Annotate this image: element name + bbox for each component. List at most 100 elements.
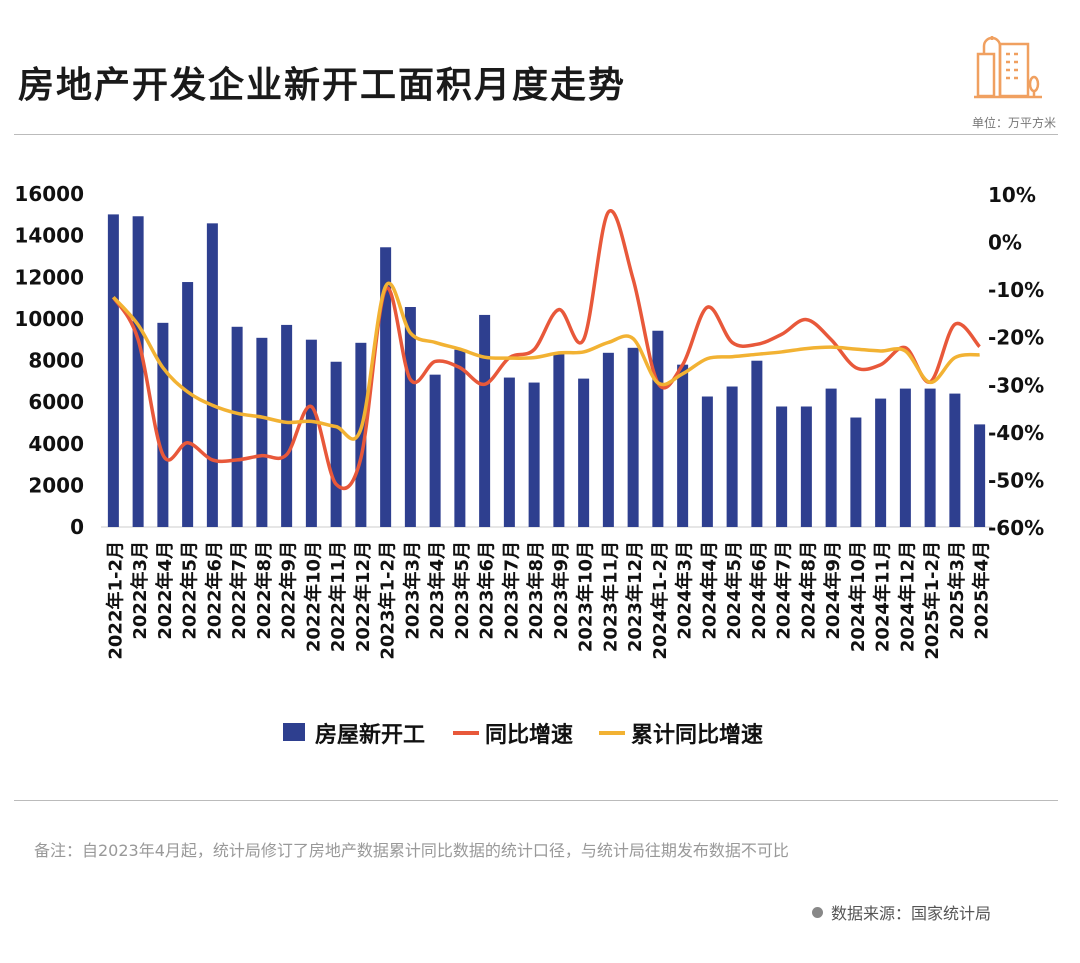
- x-axis-tick: 2022年5月: [179, 541, 201, 640]
- bullet-icon: [812, 907, 823, 918]
- x-axis-tick: 2025年3月: [946, 541, 968, 640]
- bar: [380, 247, 392, 527]
- bar: [132, 216, 144, 527]
- legend-label: 累计同比增速: [631, 722, 763, 748]
- bar: [726, 386, 738, 527]
- x-axis-tick: 2024年6月: [748, 541, 770, 640]
- left-axis-tick: 8000: [28, 349, 84, 373]
- x-axis-tick: 2022年11月: [327, 541, 349, 652]
- bar: [281, 324, 293, 527]
- x-axis-tick: 2022年9月: [278, 541, 300, 640]
- bar: [751, 360, 763, 527]
- x-axis-tick: 2024年8月: [797, 541, 819, 640]
- right-axis-tick: -10%: [988, 278, 1044, 302]
- right-axis-tick: -20%: [988, 326, 1044, 350]
- x-axis-tick: 2023年5月: [451, 541, 473, 640]
- bar: [503, 377, 515, 527]
- bar: [875, 398, 887, 527]
- x-axis-tick: 2022年6月: [203, 541, 225, 640]
- bar: [553, 352, 565, 527]
- x-axis-tick: 2024年10月: [847, 541, 869, 652]
- bar: [479, 314, 491, 527]
- x-axis-tick: 2022年1-2月: [104, 541, 126, 660]
- bar: [231, 326, 243, 527]
- bar: [206, 223, 218, 527]
- legend-label: 同比增速: [485, 722, 573, 748]
- data-source: 数据来源：国家统计局: [812, 900, 991, 924]
- bar: [899, 388, 911, 527]
- x-axis-tick: 2023年4月: [426, 541, 448, 640]
- x-axis-tick: 2023年10月: [575, 541, 597, 652]
- chart: 0 2000 4000 6000 8000 10000 12000 14000 16000 -60…: [14, 182, 1044, 748]
- footer-divider: [14, 800, 1058, 801]
- x-axis-tick: 2022年7月: [228, 541, 250, 640]
- bar: [256, 337, 268, 527]
- x-axis-tick: 2023年6月: [476, 541, 498, 640]
- header-divider: [14, 134, 1058, 135]
- x-axis-tick: 2023年9月: [550, 541, 572, 640]
- right-axis-tick: 10%: [988, 183, 1036, 207]
- left-axis-tick: 2000: [28, 473, 84, 497]
- bar: [107, 214, 119, 528]
- data-source-text: 数据来源：国家统计局: [831, 904, 992, 923]
- bar: [974, 424, 986, 527]
- bar: [305, 339, 317, 527]
- bar: [825, 388, 837, 527]
- left-axis-tick: 14000: [14, 224, 84, 248]
- bar: [404, 307, 416, 527]
- x-axis-tick: 2025年1-2月: [921, 541, 943, 660]
- bar: [355, 342, 367, 527]
- x-axis-tick: 2024年11月: [872, 541, 894, 652]
- x-axis-tick: 2022年12月: [352, 541, 374, 652]
- bar: [627, 347, 639, 527]
- right-axis-tick: -60%: [988, 516, 1044, 540]
- right-axis-tick: -40%: [988, 421, 1044, 445]
- right-axis-tick: 0%: [988, 231, 1022, 255]
- bar: [602, 352, 614, 527]
- bar: [182, 282, 194, 527]
- bar: [429, 374, 441, 527]
- bar: [330, 361, 342, 527]
- bar: [701, 396, 713, 527]
- right-axis-tick: -30%: [988, 373, 1044, 397]
- x-axis-tick: 2023年8月: [525, 541, 547, 640]
- x-axis-tick: 2023年1-2月: [377, 541, 399, 660]
- x-axis-tick: 2023年11月: [599, 541, 621, 652]
- legend-label: 房屋新开工: [315, 722, 425, 748]
- unit-label: 单位：万平方米: [971, 116, 1056, 130]
- left-axis-tick: 16000: [14, 182, 84, 206]
- left-axis-tick: 0: [70, 515, 84, 539]
- bar: [677, 364, 689, 527]
- city-buildings-icon: [972, 30, 1044, 106]
- bar: [528, 382, 540, 527]
- x-axis-tick: 2022年3月: [129, 541, 151, 640]
- x-axis-tick: 2022年4月: [154, 541, 176, 640]
- bar: [776, 406, 788, 527]
- footnote: 备注：自2023年4月起，统计局修订了房地产数据累计同比数据的统计口径，与统计局…: [34, 841, 789, 860]
- x-axis-tick: 2024年12月: [896, 541, 918, 652]
- x-axis-tick: 2024年9月: [822, 541, 844, 640]
- bar: [850, 417, 862, 527]
- left-axis-tick: 4000: [28, 432, 84, 456]
- x-axis-tick: 2024年4月: [698, 541, 720, 640]
- x-axis-tick: 2025年4月: [971, 541, 993, 640]
- bar: [652, 330, 664, 527]
- right-axis-tick: -50%: [988, 468, 1044, 492]
- bar: [157, 322, 169, 527]
- x-axis-tick: 2024年5月: [723, 541, 745, 640]
- x-axis-tick: 2023年7月: [500, 541, 522, 640]
- left-axis-tick: 6000: [28, 390, 84, 414]
- bar: [800, 406, 812, 527]
- bar: [454, 349, 466, 527]
- left-axis-tick: 10000: [14, 307, 84, 331]
- bar: [924, 388, 936, 527]
- bar: [578, 378, 590, 527]
- x-axis-tick: 2023年12月: [624, 541, 646, 652]
- page-title: 房地产开发企业新开工面积月度走势: [18, 65, 627, 106]
- x-axis-tick: 2023年3月: [401, 541, 423, 640]
- left-axis-tick: 12000: [14, 265, 84, 289]
- legend-swatch: [283, 723, 305, 741]
- x-axis-tick: 2024年3月: [674, 541, 696, 640]
- x-axis-tick: 2022年10月: [302, 541, 324, 652]
